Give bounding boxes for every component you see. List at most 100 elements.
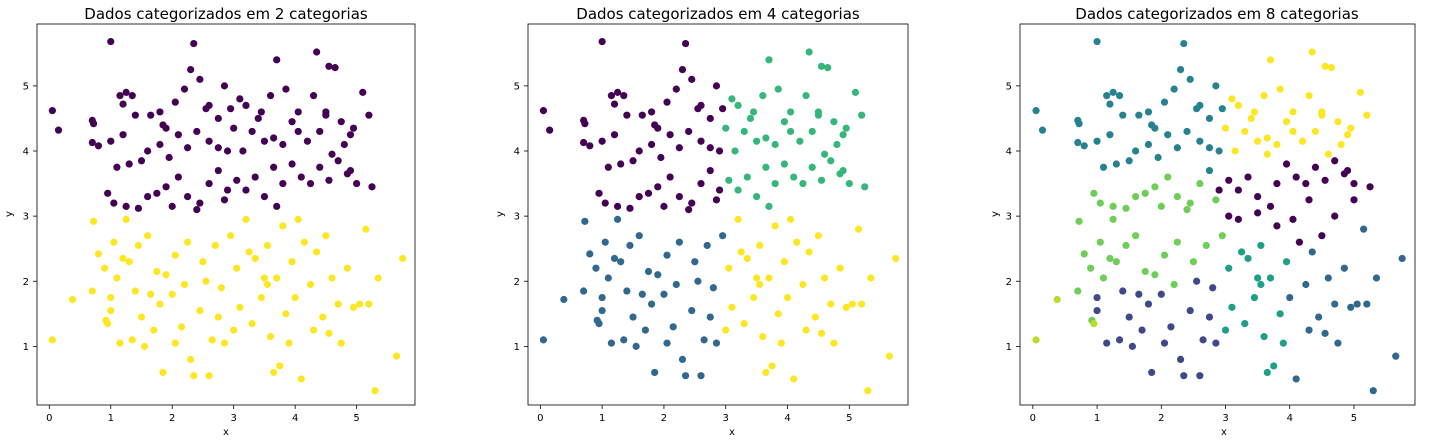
data-point (777, 339, 785, 347)
data-point (144, 192, 152, 201)
data-point (759, 333, 767, 341)
data-point (1173, 238, 1181, 246)
data-point (180, 85, 189, 93)
data-point (623, 111, 631, 119)
data-point (227, 232, 235, 240)
data-point (214, 144, 222, 152)
data-point (251, 254, 259, 263)
data-point (1228, 95, 1236, 103)
data-point (1311, 163, 1320, 171)
data-point (1276, 85, 1284, 93)
data-point (1205, 144, 1214, 152)
data-point (1241, 319, 1249, 328)
data-point (156, 300, 164, 308)
data-point (1103, 339, 1111, 347)
data-point (88, 287, 96, 295)
data-point (1347, 303, 1355, 311)
data-point (1170, 85, 1178, 93)
data-point (1260, 333, 1268, 341)
data-point (1273, 140, 1281, 149)
data-point (712, 339, 721, 347)
x-tick-label: 1 (108, 413, 114, 424)
data-point (749, 108, 758, 116)
data-point (805, 248, 813, 256)
data-point (647, 140, 656, 149)
data-point (839, 131, 847, 139)
data-point (159, 121, 167, 129)
data-point (328, 274, 336, 282)
data-point (88, 138, 96, 147)
data-point (300, 238, 308, 246)
data-point (1160, 98, 1169, 106)
data-point (1212, 339, 1220, 347)
data-point (607, 339, 616, 347)
data-point (220, 82, 229, 90)
data-point (771, 222, 779, 230)
data-point (1225, 264, 1233, 272)
y-tick-label: 2 (514, 277, 520, 288)
data-point (273, 274, 281, 282)
data-point (1215, 186, 1223, 194)
data-point (349, 124, 358, 132)
data-point (660, 202, 668, 210)
data-point (331, 64, 339, 72)
data-point (137, 157, 146, 165)
data-point (787, 127, 795, 136)
data-point (1093, 37, 1101, 46)
data-point (666, 131, 674, 139)
data-point (688, 75, 696, 83)
data-point (790, 173, 798, 181)
data-point (1151, 271, 1159, 279)
data-point (771, 179, 779, 188)
data-point (610, 131, 619, 139)
data-point (1087, 264, 1095, 272)
data-point (539, 336, 548, 344)
data-point (1225, 212, 1233, 220)
data-point (799, 280, 807, 289)
data-point (140, 342, 149, 350)
data-point (211, 241, 219, 250)
x-tick-label: 5 (353, 413, 359, 424)
data-point (1160, 251, 1169, 259)
data-point (294, 215, 302, 223)
data-point (1115, 92, 1124, 100)
data-point (620, 336, 628, 344)
data-point (325, 329, 333, 337)
data-point (851, 88, 860, 96)
data-point (273, 56, 281, 64)
data-point (1193, 105, 1201, 113)
data-point (1164, 131, 1172, 139)
data-point (359, 88, 367, 96)
data-point (1225, 176, 1233, 184)
data-point (598, 306, 606, 315)
data-point (107, 137, 115, 145)
data-point (1234, 215, 1242, 223)
data-point (1321, 176, 1329, 184)
axis-ticks: 0 1 2 3 4 5 1 2 3 4 5 (514, 81, 853, 424)
data-point (94, 142, 103, 150)
x-tick-label: 0 (46, 413, 52, 424)
data-point (756, 241, 764, 250)
data-point (220, 339, 229, 347)
data-point (116, 339, 124, 347)
data-point (814, 108, 823, 116)
data-point (839, 166, 847, 175)
data-point (1340, 264, 1348, 272)
data-point (134, 241, 143, 250)
data-point (279, 179, 287, 188)
data-point (313, 248, 321, 256)
data-point (1228, 303, 1236, 311)
data-point (774, 310, 782, 318)
data-point (1112, 160, 1120, 168)
data-point (1180, 39, 1188, 48)
data-point (288, 118, 296, 126)
data-point (678, 355, 687, 364)
data-point (1170, 280, 1178, 289)
data-point (334, 300, 342, 308)
data-point (762, 368, 770, 377)
data-point (294, 108, 302, 116)
data-point (205, 179, 213, 188)
data-point (746, 114, 755, 123)
data-point (1141, 267, 1149, 276)
